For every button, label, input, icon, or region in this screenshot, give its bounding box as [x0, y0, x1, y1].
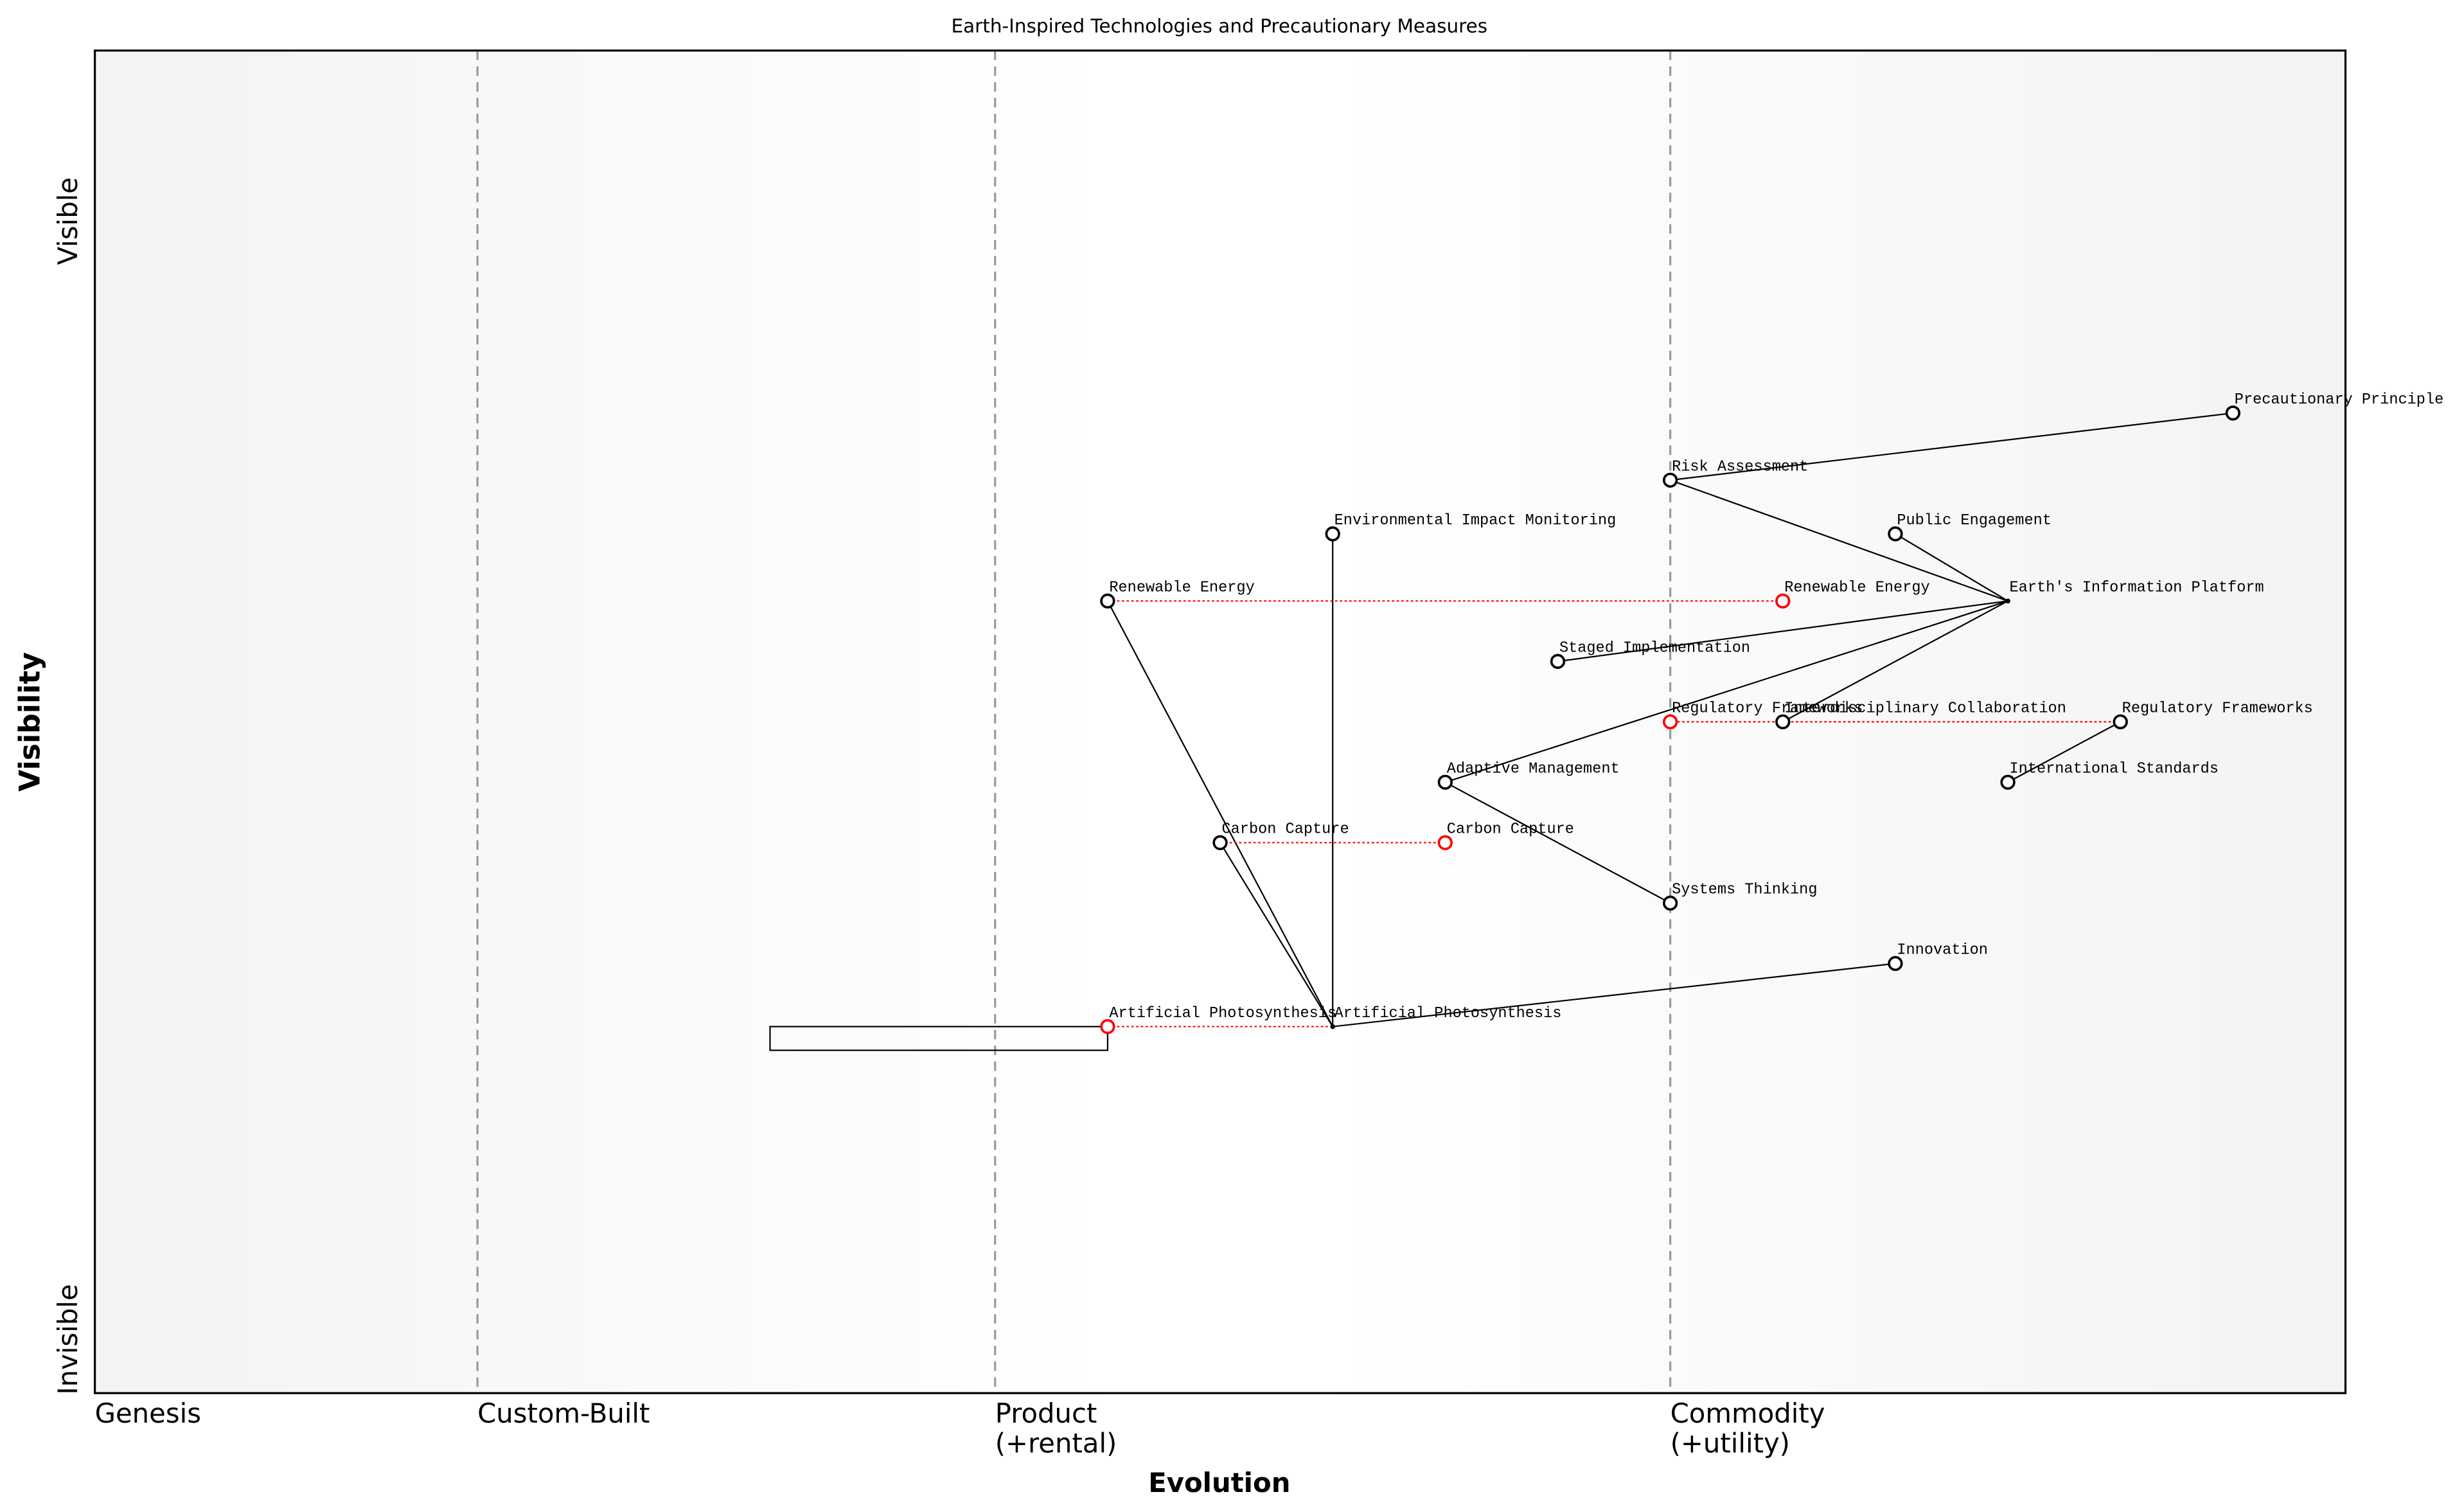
component-label: Staged Implementation	[1559, 640, 1750, 657]
link	[1782, 600, 2008, 723]
evolve-node	[1100, 1019, 1115, 1035]
component-node	[1550, 653, 1566, 670]
component-label: Regulatory Frameworks	[2122, 700, 2313, 718]
link	[2007, 721, 2121, 783]
stage-label: Product	[995, 1398, 1097, 1429]
evolve-node	[1437, 835, 1453, 851]
component-label: Earth's Information Platform	[2010, 580, 2264, 597]
component-node	[1662, 895, 1678, 911]
component-label: Public Engagement	[1897, 512, 2052, 529]
component-label: Systems Thinking	[1672, 882, 1817, 899]
component-label: Interdisciplinary Collaboration	[1784, 700, 2066, 718]
y-top-label: Visible	[52, 177, 84, 265]
component-label: Renewable Energy	[1109, 580, 1254, 597]
component-node	[1325, 526, 1340, 542]
marks-layer: Renewable Energy Regulatory Frameworks Car…	[1100, 391, 2443, 1035]
component-label: International Standards	[2010, 761, 2219, 778]
link	[1895, 533, 2008, 602]
component-node	[2005, 598, 2010, 604]
x-axis-label: Evolution	[1148, 1467, 1290, 1498]
component-node	[1662, 472, 1678, 488]
chart-title: Earth-Inspired Technologies and Precauti…	[951, 15, 1487, 37]
stage-label: (+rental)	[995, 1428, 1117, 1459]
link	[1444, 781, 1671, 904]
evolve-label: Renewable Energy	[1784, 580, 1929, 597]
link	[1106, 600, 1334, 1027]
component-node	[2225, 405, 2241, 421]
y-bottom-label: Invisible	[52, 1284, 84, 1394]
pipeline	[769, 1026, 1109, 1051]
stage-label: Custom-Built	[477, 1398, 650, 1429]
link	[1670, 412, 2233, 481]
evolve-node	[1775, 593, 1791, 609]
component-node	[1212, 835, 1228, 851]
component-node	[1330, 1024, 1336, 1029]
evolve-label: Regulatory Frameworks	[1672, 700, 1863, 718]
link	[1557, 600, 2008, 662]
lines-layer	[476, 50, 2233, 1394]
link	[1219, 842, 1334, 1027]
component-node	[1437, 774, 1453, 790]
component-node	[2113, 714, 2128, 730]
evolve-label: Carbon Capture	[1447, 821, 1574, 839]
component-label: Artificial Photosynthesis	[1334, 1005, 1562, 1022]
component-label: Carbon Capture	[1222, 821, 1349, 839]
plot-background	[94, 50, 2346, 1394]
link	[1670, 479, 2008, 602]
plot-frame	[94, 49, 2347, 1394]
component-node	[1100, 593, 1115, 609]
stage-label: Commodity	[1671, 1398, 1825, 1429]
evolve-label: Artificial Photosynthesis	[1109, 1005, 1336, 1022]
y-axis-label: Visibility	[13, 652, 46, 792]
component-node	[1888, 526, 1903, 542]
stage-label: Genesis	[95, 1398, 201, 1429]
component-node	[1775, 714, 1791, 730]
stage-label: (+utility)	[1671, 1428, 1790, 1459]
component-label: Risk Assessment	[1672, 459, 1808, 476]
component-label: Precautionary Principle	[2235, 391, 2443, 409]
evolve-node	[1662, 714, 1678, 730]
component-node	[1888, 955, 1903, 972]
component-label: Environmental Impact Monitoring	[1334, 512, 1617, 529]
component-node	[2000, 774, 2016, 790]
link	[1333, 963, 1896, 1027]
link	[1445, 600, 2008, 783]
component-label: Adaptive Management	[1447, 761, 1620, 778]
component-label: Innovation	[1897, 942, 1987, 959]
